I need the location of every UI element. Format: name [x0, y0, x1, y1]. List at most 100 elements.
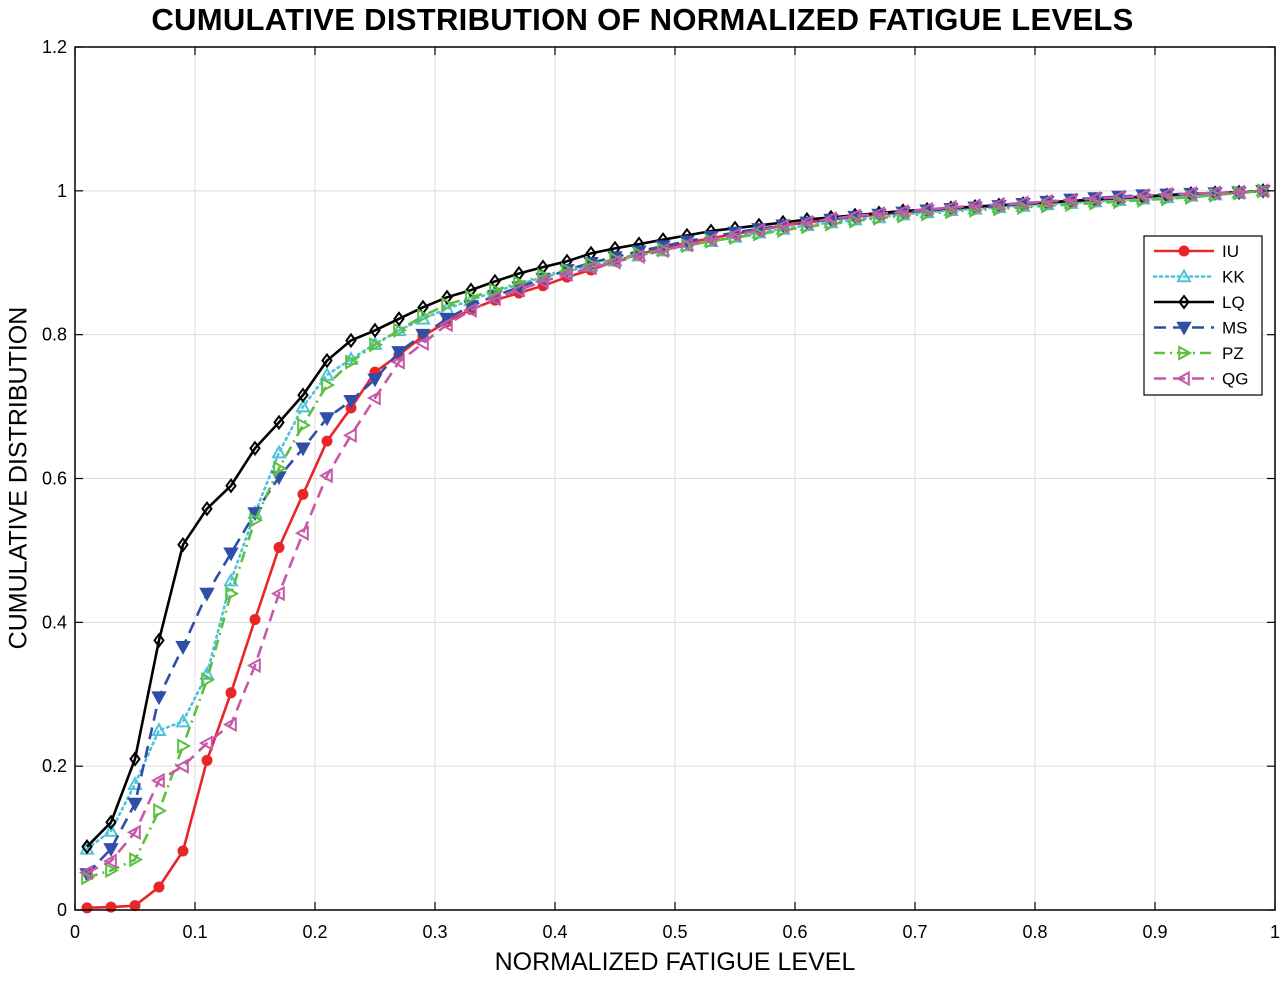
data-point-qg: [462, 302, 477, 318]
y-tick-label: 1: [57, 181, 67, 201]
data-point-qg: [606, 254, 621, 270]
data-point-qg: [294, 525, 309, 541]
data-point-pz: [1161, 191, 1176, 207]
data-point-qg: [582, 260, 597, 276]
legend-entry-iu: IU: [1154, 242, 1239, 261]
data-point-qg: [990, 196, 1005, 213]
legend-entry-qg: QG: [1154, 370, 1248, 389]
legend-marker-lq: [1178, 294, 1190, 310]
legend-marker-kk: [1176, 268, 1192, 283]
data-point-qg: [390, 354, 405, 370]
data-point-qg: [654, 242, 669, 259]
data-point-pz: [369, 337, 384, 353]
legend-entry-lq: LQ: [1154, 293, 1245, 312]
data-point-lq: [321, 352, 333, 369]
data-point-pz: [1185, 189, 1200, 206]
data-point-pz: [1041, 198, 1056, 214]
data-point-lq: [153, 632, 165, 648]
data-point-qg: [870, 206, 885, 222]
data-point-kk: [103, 822, 119, 837]
data-point-qg: [774, 218, 789, 234]
data-point-qg: [966, 198, 981, 214]
data-point-qg: [510, 282, 525, 298]
y-tick-label: 0.8: [42, 325, 67, 345]
data-point-kk: [175, 713, 191, 728]
data-point-qg: [1230, 184, 1245, 200]
data-point-qg: [894, 203, 909, 220]
legend-label-ms: MS: [1222, 319, 1248, 338]
data-point-qg: [438, 316, 453, 333]
data-point-iu: [321, 435, 333, 447]
data-point-iu: [225, 687, 237, 699]
data-point-pz: [585, 256, 600, 272]
x-tick-label: 0.1: [182, 922, 207, 942]
data-point-lq: [225, 478, 237, 494]
data-point-lq: [441, 289, 453, 305]
data-point-pz: [777, 222, 792, 239]
data-point-pz: [489, 282, 504, 298]
data-point-qg: [342, 427, 357, 444]
data-point-qg: [558, 266, 573, 282]
data-point-pz: [1137, 192, 1152, 208]
data-point-pz: [225, 585, 240, 602]
x-tick-label: 0.7: [902, 922, 927, 942]
legend-entry-pz: PZ: [1154, 344, 1244, 363]
data-point-iu: [249, 613, 261, 625]
data-point-pz: [873, 210, 888, 226]
x-tick-label: 0.8: [1022, 922, 1047, 942]
data-point-ms: [127, 797, 143, 812]
data-point-ms: [295, 442, 311, 457]
data-point-ms: [319, 412, 335, 427]
data-point-pz: [945, 203, 960, 220]
data-point-pz: [201, 672, 216, 688]
data-point-iu: [273, 542, 285, 554]
data-point-pz: [1113, 193, 1128, 210]
data-point-ms: [415, 328, 431, 343]
data-point-qg: [630, 248, 645, 264]
data-point-qg: [126, 824, 141, 841]
data-point-qg: [1086, 191, 1101, 207]
legend-label-iu: IU: [1222, 242, 1239, 261]
data-point-iu: [81, 902, 93, 914]
x-tick-label: 0: [70, 922, 80, 942]
data-point-lq: [177, 536, 189, 553]
data-point-qg: [246, 657, 261, 674]
data-point-qg: [1062, 192, 1077, 208]
data-point-qg: [318, 467, 333, 484]
legend-marker-qg: [1175, 370, 1190, 387]
data-point-ms: [151, 691, 167, 706]
legend: IU KK LQ MS PZ QG: [1143, 235, 1263, 396]
data-point-lq: [393, 311, 405, 327]
data-point-ms: [199, 587, 215, 602]
y-tick-label: 1.2: [42, 37, 67, 57]
data-point-pz: [153, 803, 168, 819]
data-point-lq: [273, 414, 285, 431]
data-point-kk: [295, 398, 311, 413]
chart-title: CUMULATIVE DISTRIBUTION OF NORMALIZED FA…: [151, 2, 1134, 37]
legend-label-pz: PZ: [1222, 344, 1244, 363]
y-tick-label: 0.6: [42, 469, 67, 489]
data-point-lq: [369, 322, 381, 339]
data-point-qg: [918, 201, 933, 218]
data-point-kk: [127, 776, 143, 790]
x-tick-label: 1: [1270, 922, 1280, 942]
data-point-pz: [825, 216, 840, 232]
x-tick-label: 0.3: [422, 922, 447, 942]
data-point-pz: [441, 296, 456, 313]
data-point-qg: [846, 208, 861, 224]
axis-ticks: 0 0.1 0.2 0.3 0.4 0.5 0.6 0.7 0.8 0.9 1 0 0.2 0.4 0.6 0…: [42, 37, 1280, 942]
data-point-lq: [105, 814, 117, 830]
data-point-pz: [1089, 195, 1104, 211]
data-point-pz: [465, 289, 480, 305]
data-point-kk: [223, 572, 239, 587]
data-point-qg: [1206, 185, 1221, 201]
data-point-pz: [249, 512, 264, 528]
data-point-iu: [153, 881, 165, 893]
x-tick-label: 0.4: [542, 922, 567, 942]
data-point-qg: [942, 199, 957, 216]
data-point-pz: [177, 738, 192, 754]
data-point-qg: [414, 335, 429, 351]
data-point-iu: [201, 754, 213, 766]
x-tick-label: 0.5: [662, 922, 687, 942]
